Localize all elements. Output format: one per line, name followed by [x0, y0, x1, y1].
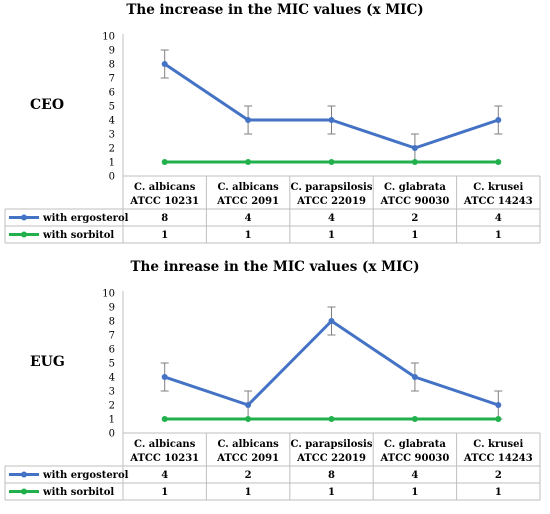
data-table-value: 1	[328, 230, 335, 241]
y-tick-label: 3	[109, 130, 115, 141]
y-tick-label: 8	[109, 60, 115, 71]
data-table-value: 8	[328, 470, 335, 481]
category-label-line1: C. glabrata	[384, 439, 446, 450]
category-label-line2: ATCC 90030	[379, 453, 449, 464]
data-table-value: 1	[161, 487, 168, 498]
chart-title: The inrease in the MIC values (x MIC)	[130, 259, 420, 275]
row-label-eug: EUG	[30, 354, 65, 370]
y-tick-label: 6	[109, 88, 115, 99]
y-tick-label: 5	[109, 102, 115, 113]
category-label-line2: ATCC 2091	[216, 453, 279, 464]
category-label-line1: C. krusei	[473, 439, 523, 450]
data-table-value: 4	[245, 213, 252, 224]
data-point	[411, 159, 418, 165]
data-point	[161, 159, 168, 165]
category-label-line1: C. albicans	[217, 439, 279, 450]
category-label-line2: ATCC 2091	[216, 196, 279, 207]
y-tick-label: 1	[109, 415, 115, 426]
legend-label: with ergosterol	[42, 470, 129, 481]
category-label-line1: C. parapsilosis	[291, 182, 373, 193]
y-tick-label: 9	[109, 46, 115, 57]
data-point	[245, 416, 252, 422]
data-table-value: 1	[245, 230, 252, 241]
y-tick-label: 1	[109, 158, 115, 169]
y-tick-label: 5	[109, 359, 115, 370]
data-point	[161, 61, 168, 67]
data-table-value: 1	[328, 487, 335, 498]
y-tick-label: 2	[109, 401, 115, 412]
category-label-line2: ATCC 14243	[463, 453, 533, 464]
data-table-value: 4	[328, 213, 335, 224]
data-table-value: 2	[411, 213, 418, 224]
category-label-line2: ATCC 10231	[129, 196, 199, 207]
data-table-value: 2	[495, 470, 502, 481]
data-point	[495, 117, 502, 123]
y-tick-label: 4	[109, 373, 115, 384]
legend-key-marker	[21, 231, 27, 238]
category-label-line1: C. albicans	[217, 182, 279, 193]
category-label-line1: C. albicans	[134, 439, 196, 450]
y-tick-label: 8	[109, 317, 115, 328]
legend-key-marker	[21, 214, 27, 221]
data-point	[495, 402, 502, 408]
y-tick-label: 7	[109, 74, 115, 85]
data-point	[161, 374, 168, 380]
data-table-value: 4	[495, 213, 502, 224]
category-label-line2: ATCC 14243	[463, 196, 533, 207]
data-point	[411, 416, 418, 422]
y-tick-label: 10	[102, 289, 115, 300]
data-table-value: 1	[495, 230, 502, 241]
chart-panel-ceo: The increase in the MIC values (x MIC) C…	[4, 2, 541, 244]
legend-label: with ergosterol	[42, 213, 129, 224]
data-point	[245, 159, 252, 165]
chart-panel-eug: The inrease in the MIC values (x MIC) EU…	[0, 257, 550, 514]
data-point	[495, 159, 502, 165]
legend-key-marker	[21, 471, 27, 478]
data-point	[411, 145, 418, 151]
category-label-line2: ATCC 90030	[379, 196, 449, 207]
data-table-value: 4	[411, 470, 418, 481]
data-point	[328, 318, 335, 324]
data-point	[495, 416, 502, 422]
y-tick-label: 10	[102, 32, 115, 43]
category-label-line1: C. albicans	[134, 182, 196, 193]
data-table-value: 4	[161, 470, 168, 481]
data-table-value: 1	[161, 230, 168, 241]
category-label-line2: ATCC 10231	[129, 453, 199, 464]
category-label-line1: C. krusei	[473, 182, 523, 193]
y-tick-label: 2	[109, 144, 115, 155]
y-tick-label: 9	[109, 303, 115, 314]
data-point	[328, 416, 335, 422]
data-point	[245, 402, 252, 408]
data-table-value: 1	[245, 487, 252, 498]
data-table-value: 1	[411, 487, 418, 498]
data-point	[245, 117, 252, 123]
data-table-value: 2	[245, 470, 252, 481]
row-label-ceo: CEO	[30, 97, 65, 113]
data-point	[411, 374, 418, 380]
data-point	[328, 117, 335, 123]
category-label-line1: C. parapsilosis	[291, 439, 373, 450]
y-tick-label: 3	[109, 387, 115, 398]
data-table-value: 1	[411, 230, 418, 241]
y-tick-label: 0	[109, 172, 115, 183]
category-label-line2: ATCC 22019	[296, 453, 366, 464]
legend-label: with sorbitol	[42, 487, 114, 498]
y-tick-label: 6	[109, 345, 115, 356]
category-label-line2: ATCC 22019	[296, 196, 366, 207]
chart-svg-eug: 0 1 2 3 4 5 6 7 8 9 10 C. albicans ATCC 10231 C. albi…	[4, 289, 541, 501]
data-point	[328, 159, 335, 165]
legend-key-marker	[21, 488, 27, 495]
data-table-value: 8	[161, 213, 168, 224]
y-tick-label: 7	[109, 331, 115, 342]
chart-title: The increase in the MIC values (x MIC)	[126, 2, 424, 18]
chart-svg-ceo: 0 1 2 3 4 5 6 7 8 9 10 C. albicans ATCC 10231 C. albi…	[4, 32, 541, 244]
data-point	[161, 416, 168, 422]
data-table-value: 1	[495, 487, 502, 498]
y-tick-label: 0	[109, 429, 115, 440]
y-tick-label: 4	[109, 116, 115, 127]
legend-label: with sorbitol	[42, 230, 114, 241]
category-label-line1: C. glabrata	[384, 182, 446, 193]
